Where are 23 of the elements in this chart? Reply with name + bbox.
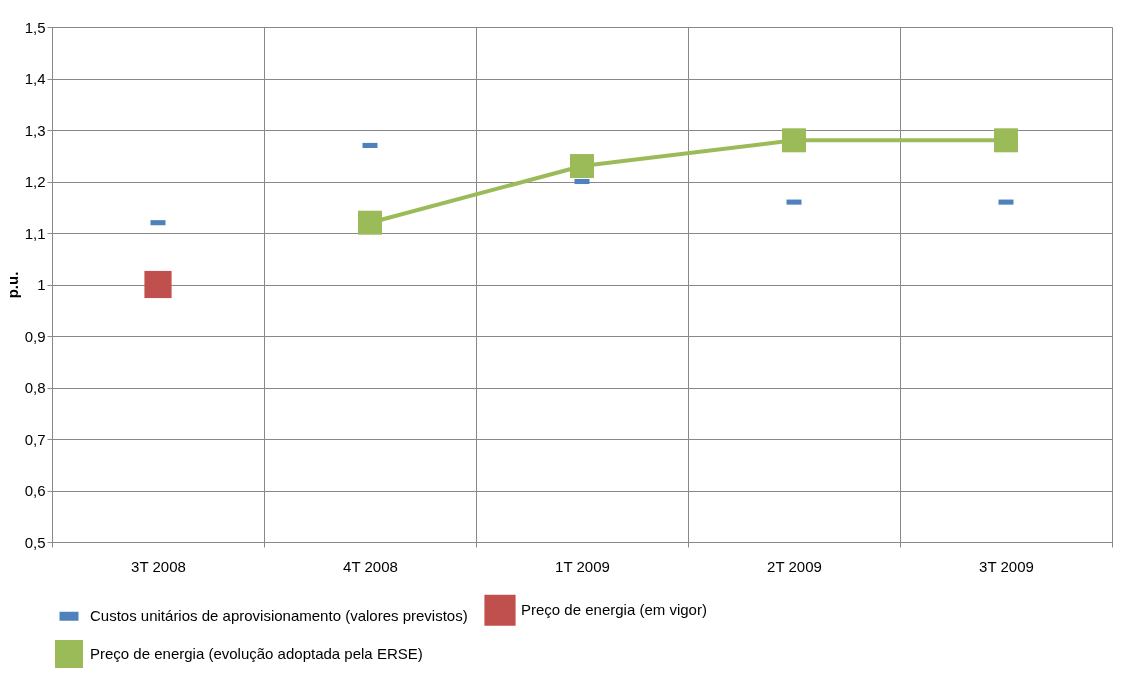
y-tick-label: 0,8 xyxy=(24,379,46,396)
x-tick-label: 3T 2008 xyxy=(131,557,186,575)
y-tick-label: 1,2 xyxy=(24,173,46,190)
x-tick-label: 2T 2009 xyxy=(767,557,822,575)
legend-label: Custos unitários de aprovisionamento (valores previstos) xyxy=(90,607,468,625)
y-tick-label: 1,5 xyxy=(24,18,46,36)
x-tick-label: 3T 2009 xyxy=(979,557,1034,575)
y-tick-label: 0,9 xyxy=(24,327,46,345)
y-axis-title: p.u. xyxy=(3,271,21,299)
y-tick-label: 1,3 xyxy=(24,121,46,139)
y-tick-label: 0,6 xyxy=(24,482,46,499)
x-tick-label: 4T 2008 xyxy=(343,557,398,575)
legend-label: Preço de energia (evolução adoptada pela ERSE) xyxy=(90,645,423,662)
y-tick-label: 1,1 xyxy=(24,224,46,242)
point xyxy=(358,210,382,235)
x-tick-label: 1T 2009 xyxy=(555,557,610,575)
legend-label: Preço de energia (em vigor) xyxy=(521,601,707,619)
point xyxy=(994,128,1018,153)
y-tick-label: 1,4 xyxy=(24,70,46,87)
y-tick-label: 0,5 xyxy=(24,533,46,551)
point xyxy=(144,270,172,299)
y-tick-label: 0,7 xyxy=(24,430,46,448)
y-tick-label: 1 xyxy=(37,276,46,293)
